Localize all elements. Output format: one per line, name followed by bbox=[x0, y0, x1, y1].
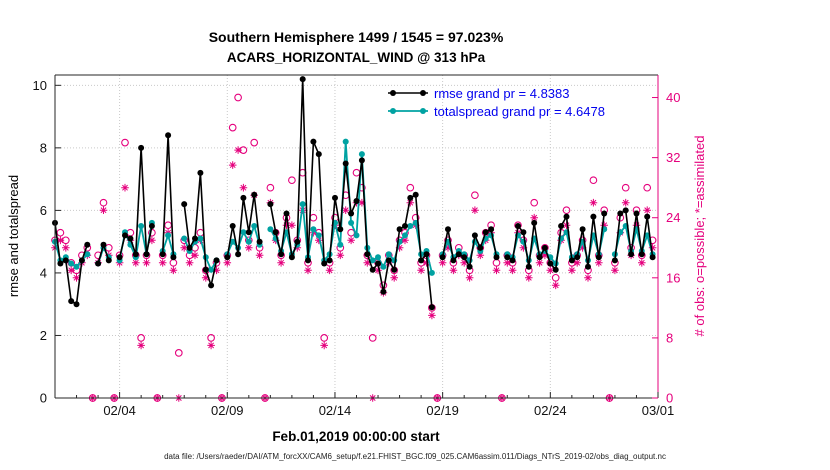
svg-text:2: 2 bbox=[40, 328, 47, 343]
svg-text:40: 40 bbox=[666, 90, 680, 105]
svg-text:02/24: 02/24 bbox=[534, 403, 567, 418]
legend-rmse-label: rmse grand pr = 4.8383 bbox=[434, 86, 570, 101]
svg-text:0: 0 bbox=[40, 391, 47, 406]
svg-text:0: 0 bbox=[666, 391, 673, 406]
svg-text:02/04: 02/04 bbox=[103, 403, 136, 418]
svg-text:02/19: 02/19 bbox=[426, 403, 459, 418]
obs-assimilated-markers bbox=[51, 146, 657, 402]
right-axis-label: # of obs: o=possible; *=assimilated bbox=[692, 136, 707, 337]
svg-text:10: 10 bbox=[33, 78, 47, 93]
plot-area: 02/04 02/09 02/14 02/19 02/24 03/010246810081… bbox=[33, 74, 681, 418]
obs-possible-markers bbox=[51, 93, 657, 402]
chart-subtitle: ACARS_HORIZONTAL_WIND @ 313 hPa bbox=[227, 50, 486, 65]
svg-text:8: 8 bbox=[40, 140, 47, 155]
tick-labels: 02/04 02/09 02/14 02/19 02/24 03/010246810081… bbox=[33, 78, 681, 418]
svg-text:02/14: 02/14 bbox=[319, 403, 352, 418]
data-file-caption: data file: /Users/raeder/DAI/ATM_forcXX/… bbox=[164, 452, 666, 461]
legend: rmse grand pr = 4.8383 totalspread grand… bbox=[388, 86, 605, 119]
legend-totalspread-label: totalspread grand pr = 4.6478 bbox=[434, 104, 605, 119]
legend-samples bbox=[388, 90, 428, 114]
svg-text:6: 6 bbox=[40, 203, 47, 218]
rmse-series bbox=[52, 76, 656, 311]
svg-text:03/01: 03/01 bbox=[642, 403, 675, 418]
svg-text:32: 32 bbox=[666, 150, 680, 165]
svg-text:16: 16 bbox=[666, 270, 680, 285]
x-axis-label: Feb.01,2019 00:00:00 start bbox=[272, 429, 440, 444]
svg-text:8: 8 bbox=[666, 330, 673, 345]
svg-text:02/09: 02/09 bbox=[211, 403, 244, 418]
left-axis-label: rmse and totalspread bbox=[6, 175, 21, 297]
axes bbox=[54, 74, 659, 399]
svg-text:4: 4 bbox=[40, 265, 47, 280]
chart-title: Southern Hemisphere 1499 / 1545 = 97.023… bbox=[209, 29, 504, 45]
svg-text:24: 24 bbox=[666, 210, 680, 225]
